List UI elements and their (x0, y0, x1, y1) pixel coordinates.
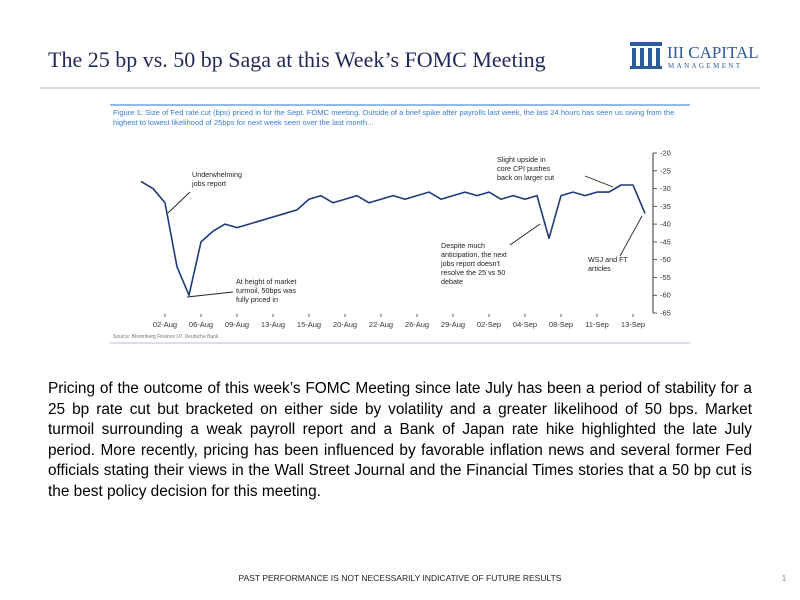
x-tick-label: 26-Aug (405, 320, 429, 329)
y-tick-label: -40 (660, 220, 671, 229)
y-tick-label: -55 (660, 273, 671, 282)
annotation: anticipation, the next (441, 250, 507, 259)
annotation: core CPI pushes (497, 164, 551, 173)
annotation-arrows (167, 175, 643, 298)
y-tick-label: -65 (660, 309, 671, 318)
slide-title: The 25 bp vs. 50 bp Saga at this Week’s … (48, 47, 546, 72)
x-tick-label: 06-Aug (189, 320, 213, 329)
x-tick-label: 09-Aug (225, 320, 249, 329)
x-tick-label: 02-Aug (153, 320, 177, 329)
annotation: back on larger cut (497, 173, 554, 182)
annotation: WSJ and FT (588, 255, 629, 264)
x-tick-label: 13-Sep (621, 320, 645, 329)
y-tick-label: -25 (660, 166, 671, 175)
x-tick-label: 02-Sep (477, 320, 501, 329)
annotation: jobs report doesn't (440, 259, 500, 268)
annotation: resolve the 25 vs 50 (441, 268, 505, 277)
y-tick-label: -45 (660, 237, 671, 246)
y-tick-label: -50 (660, 255, 671, 264)
annotation: jobs report (191, 179, 226, 188)
logo-text: III CAPITAL (667, 43, 759, 62)
logo-icon (630, 42, 662, 69)
x-tick-label: 11-Sep (585, 320, 609, 329)
annotation: Underwhelming (192, 170, 242, 179)
y-tick-label: -35 (660, 202, 671, 211)
x-tick-label: 04-Sep (513, 320, 537, 329)
annotation: Despite much (441, 241, 485, 250)
x-tick-label: 08-Sep (549, 320, 573, 329)
logo-subtext: MANAGEMENT (668, 62, 743, 70)
x-tick-label: 20-Aug (333, 320, 357, 329)
y-tick-label: -20 (660, 149, 671, 158)
x-tick-label: 15-Aug (297, 320, 321, 329)
annotation: Slight upside in (497, 155, 546, 164)
annotation: debate (441, 277, 463, 286)
annotation: turmoil, 50bps was (236, 286, 296, 295)
data-line (140, 180, 646, 297)
y-tick-label: -60 (660, 291, 671, 300)
x-tick-label: 22-Aug (369, 320, 393, 329)
body-text: Pricing of the outcome of this week’s FO… (48, 380, 752, 500)
x-tick-label: 29-Aug (441, 320, 465, 329)
chart-caption: Figure 1: Size of Fed rate cut (bps) pri… (113, 108, 675, 127)
annotation: At height of market (236, 277, 296, 286)
annotation: fully priced in (236, 295, 278, 304)
x-tick-label: 13-Aug (261, 320, 285, 329)
y-tick-label: -30 (660, 184, 671, 193)
annotation: articles (588, 264, 611, 273)
chart-source: Source: Bloomberg Finance LP, Deutsche B… (113, 334, 219, 340)
